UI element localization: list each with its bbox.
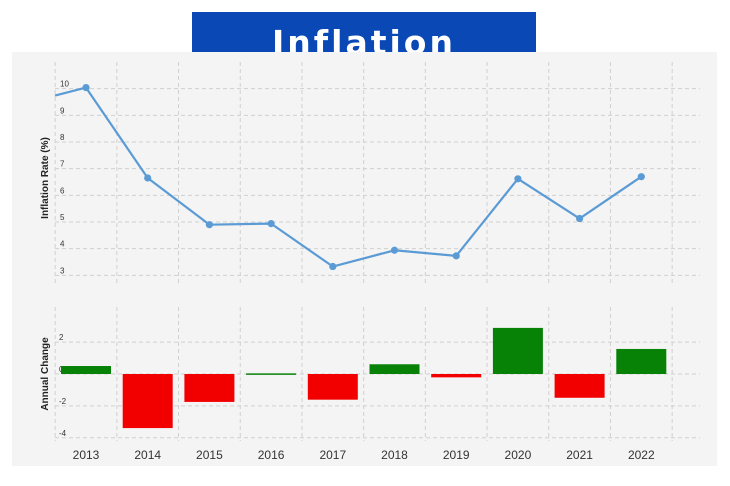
bar-y-tick-label: -2	[59, 397, 67, 406]
x-tick-label: 2015	[196, 448, 223, 462]
x-ticks: 2013 2014 2015 2016 2017 2018 2019 2020 2021 2022	[73, 448, 655, 462]
bar-2015	[184, 374, 235, 402]
bar-series	[61, 327, 667, 429]
line-point-2018	[390, 246, 399, 254]
line-y-tick-label: 4	[60, 240, 65, 249]
line-y-ticks: 3 4 5 6 7 8 9 10	[60, 80, 69, 276]
x-tick-label: 2014	[134, 448, 161, 462]
line-point-2020	[514, 175, 522, 183]
bar-2019	[431, 374, 482, 378]
x-tick-label: 2021	[566, 448, 593, 462]
line-point-2021	[576, 214, 584, 223]
bar-y-tick-label: -4	[59, 429, 67, 438]
bar-2017	[307, 374, 358, 400]
line-y-tick-label: 10	[60, 80, 69, 89]
bar-2016	[246, 373, 297, 375]
bar-2022	[616, 348, 667, 374]
x-tick-label: 2017	[319, 448, 346, 462]
x-tick-label: 2013	[73, 448, 100, 462]
x-tick-label: 2016	[258, 448, 285, 462]
line-y-axis-title: Inflation Rate (%)	[40, 137, 51, 219]
bar-2013	[61, 366, 111, 374]
bar-2014	[122, 374, 173, 429]
x-tick-label: 2018	[381, 448, 408, 462]
x-tick-label: 2019	[443, 448, 470, 462]
line-y-tick-label: 5	[60, 213, 65, 222]
line-point-2017	[329, 262, 337, 271]
bar-2020	[492, 327, 543, 374]
line-point-2019	[452, 252, 460, 260]
line-y-tick-label: 7	[60, 160, 65, 169]
x-tick-label: 2022	[628, 448, 655, 462]
bar-y-tick-label: 2	[59, 333, 64, 342]
bar-2021	[554, 374, 605, 398]
line-y-tick-label: 3	[60, 266, 65, 275]
line-point-2016	[267, 220, 275, 228]
line-point-2015	[205, 221, 213, 229]
bar-y-axis-title: Annual Change	[40, 337, 51, 411]
line-point-2013	[82, 84, 90, 92]
line-series	[54, 84, 645, 271]
line-point-2022	[637, 173, 645, 181]
line-y-tick-label: 6	[60, 186, 65, 195]
bar-2018	[369, 364, 420, 374]
line-y-tick-label: 9	[60, 106, 65, 115]
line-y-tick-label: 8	[60, 133, 65, 142]
line-point-2014	[144, 174, 152, 182]
x-tick-label: 2020	[505, 448, 532, 462]
